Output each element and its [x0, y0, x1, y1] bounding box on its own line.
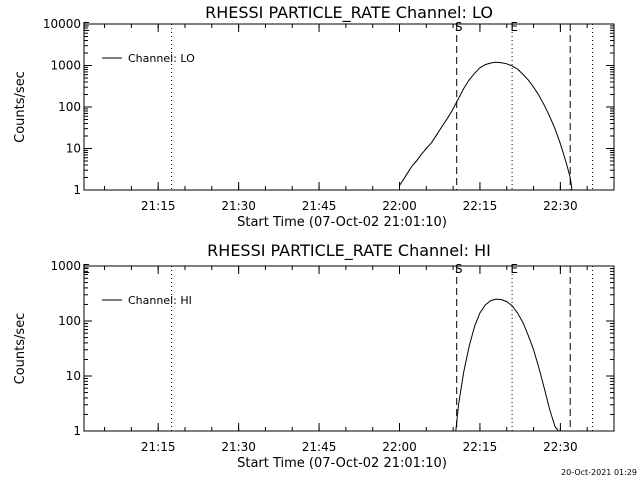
- marker-label: E: [82, 20, 90, 34]
- y-tick-label: 1: [73, 424, 81, 438]
- x-tick-label: 22:15: [463, 440, 498, 454]
- x-tick-label: 21:45: [302, 199, 337, 213]
- legend-label: Channel: HI: [128, 294, 192, 307]
- marker-label: S: [455, 20, 463, 34]
- x-tick-label: 22:30: [543, 199, 578, 213]
- legend-label: Channel: LO: [128, 52, 195, 65]
- chart-title: RHESSI PARTICLE_RATE Channel: LO: [205, 3, 493, 23]
- marker-label: E: [82, 262, 90, 276]
- timestamp: 20-Oct-2021 01:29: [561, 468, 637, 477]
- chart-title: RHESSI PARTICLE_RATE Channel: HI: [207, 241, 491, 261]
- x-tick-label: 22:30: [543, 440, 578, 454]
- y-tick-label: 100: [58, 100, 81, 114]
- plot-frame: [83, 265, 615, 432]
- x-axis-label: Start Time (07-Oct-02 21:01:10): [237, 456, 447, 471]
- series-line: [455, 298, 559, 432]
- x-tick-label: 21:30: [221, 199, 256, 213]
- plot-frame: [83, 23, 615, 191]
- marker-label: S: [455, 262, 463, 276]
- y-tick-label: 1000: [50, 59, 81, 73]
- x-tick-label: 22:00: [382, 440, 417, 454]
- x-tick-label: 21:15: [141, 199, 176, 213]
- x-tick-label: 21:30: [221, 440, 256, 454]
- marker-label: E: [510, 262, 518, 276]
- y-tick-label: 100: [58, 314, 81, 328]
- y-tick-label: 10: [66, 369, 81, 383]
- y-tick-label: 1: [73, 183, 81, 197]
- y-axis-label: Counts/sec: [13, 313, 28, 385]
- x-tick-label: 21:15: [141, 440, 176, 454]
- x-tick-label: 21:45: [302, 440, 337, 454]
- x-tick-label: 22:15: [463, 199, 498, 213]
- panel-lo: RHESSI PARTICLE_RATE Channel: LO Counts/s…: [13, 3, 615, 230]
- y-tick-label: 10000: [43, 17, 81, 31]
- x-tick-label: 22:00: [382, 199, 417, 213]
- series-line: [399, 61, 573, 191]
- marker-label: E: [510, 20, 518, 34]
- x-axis-label: Start Time (07-Oct-02 21:01:10): [237, 215, 447, 230]
- y-tick-label: 10: [66, 142, 81, 156]
- y-tick-label: 1000: [50, 259, 81, 273]
- y-axis-label: Counts/sec: [13, 71, 28, 143]
- panel-hi: RHESSI PARTICLE_RATE Channel: HI Counts/s…: [13, 241, 615, 471]
